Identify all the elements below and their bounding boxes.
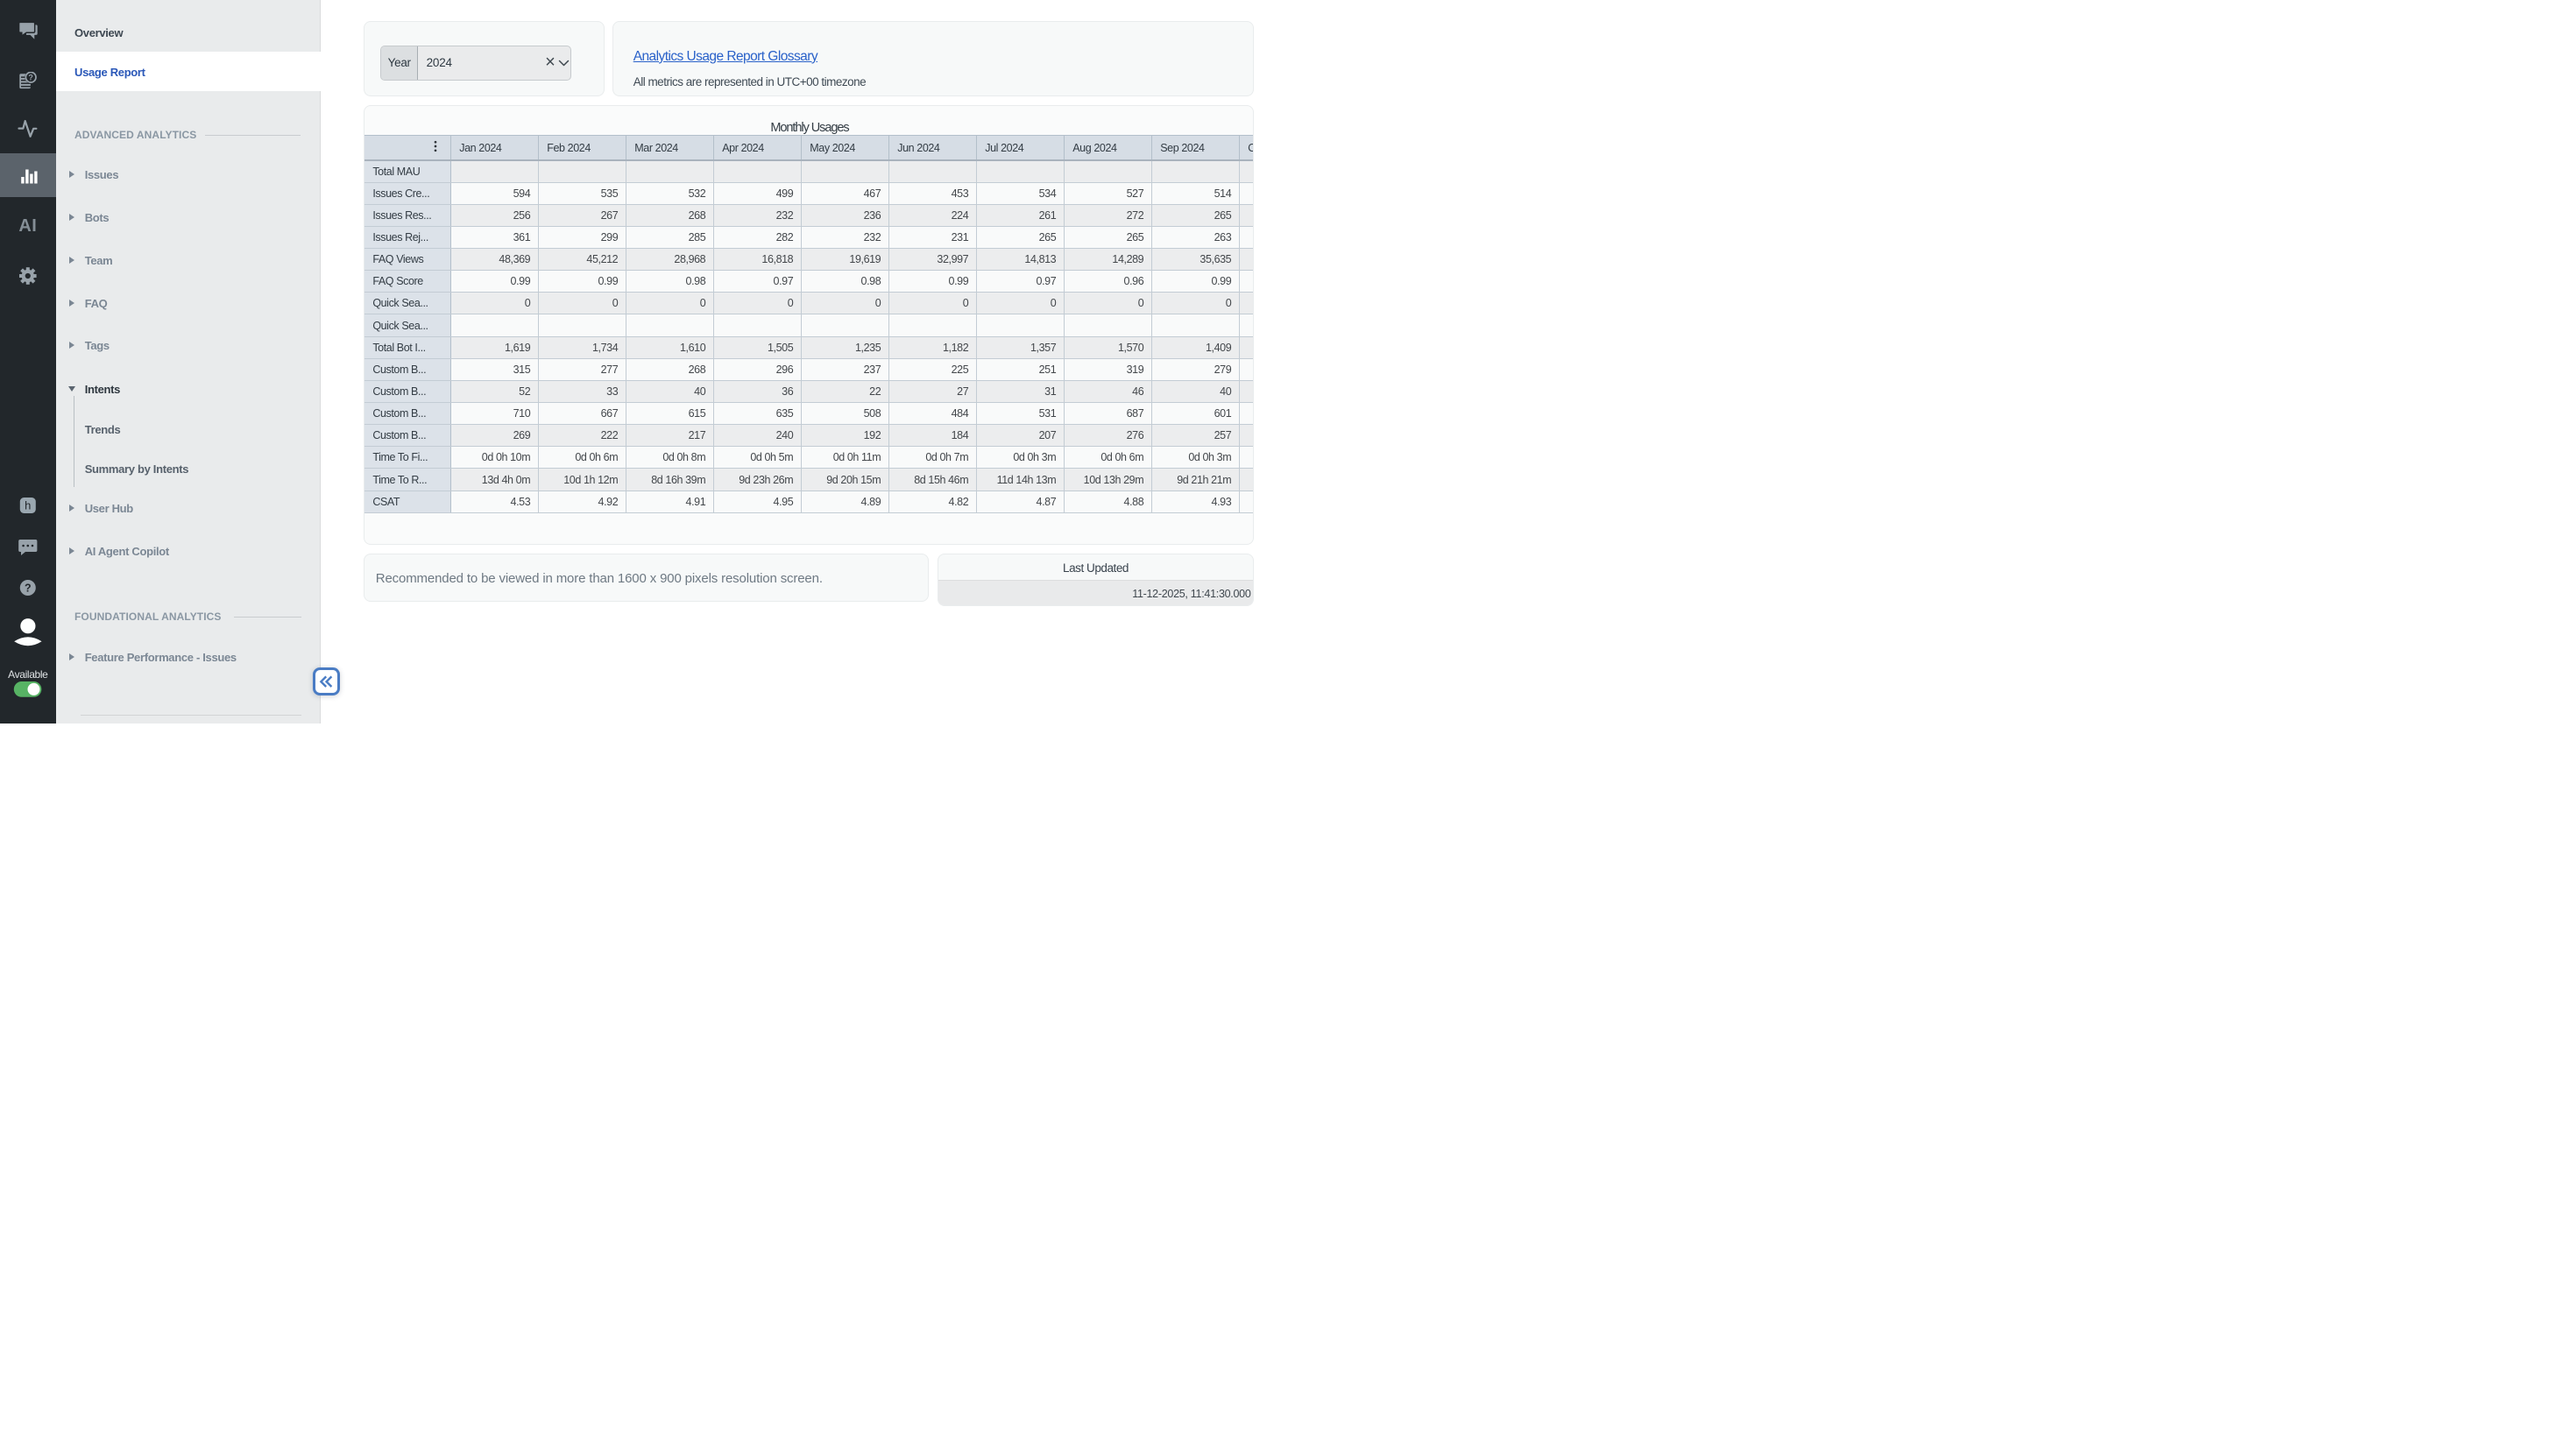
svg-text:?: ? (25, 582, 32, 595)
svg-text:h: h (25, 498, 31, 512)
svg-text:?: ? (28, 73, 33, 81)
